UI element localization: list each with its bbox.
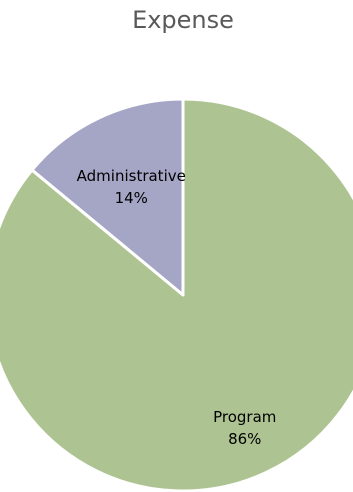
pie-slice-program — [0, 97, 353, 492]
slice-value-label: 14% — [115, 189, 148, 207]
slice-labels: Administrative 14% Program 86% — [77, 167, 277, 448]
chart-title: Expense — [132, 6, 234, 34]
slice-category-label: Program — [213, 408, 276, 426]
slice-value-label: 86% — [228, 430, 261, 448]
slice-category-label: Administrative — [77, 167, 186, 185]
pie-slices — [0, 97, 353, 492]
pie-slice-administrative — [30, 97, 185, 297]
